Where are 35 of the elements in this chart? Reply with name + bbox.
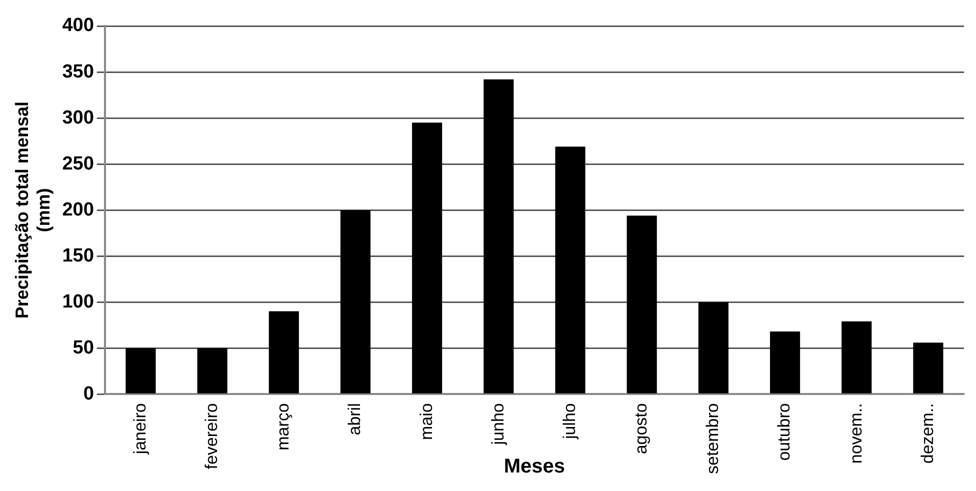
- y-tick-label: 100: [62, 291, 94, 312]
- bar: [555, 146, 586, 394]
- bar: [340, 210, 371, 394]
- bar: [770, 332, 800, 394]
- y-tick-label: 400: [62, 15, 94, 36]
- y-tick-label: 50: [72, 337, 94, 358]
- x-tick-label: novem..: [846, 403, 866, 464]
- y-axis-title: Precipitação total mensal (mm): [12, 102, 54, 319]
- y-tick-label: 200: [62, 199, 94, 220]
- bar: [412, 122, 442, 394]
- bar: [626, 216, 657, 394]
- x-tick-label: dezem..: [918, 403, 937, 464]
- x-tick-label: abril: [345, 403, 364, 436]
- x-tick-label: agosto: [632, 403, 651, 454]
- x-tick-label: outubro: [774, 403, 794, 461]
- x-tick-label: janeiro: [130, 403, 150, 456]
- bar: [842, 321, 872, 394]
- bar: [126, 348, 156, 394]
- x-tick-label: setembro: [703, 403, 722, 474]
- y-tick-label: 150: [62, 245, 94, 266]
- bar: [698, 302, 728, 394]
- bar: [268, 311, 299, 394]
- y-tick-label: 250: [62, 153, 94, 174]
- x-tick-label: junho: [488, 403, 508, 446]
- bar: [197, 348, 228, 394]
- y-tick-label: 350: [62, 61, 94, 82]
- x-tick-label: fevereiro: [202, 403, 221, 470]
- x-axis-title: Meses: [504, 456, 566, 478]
- y-tick-label: 300: [62, 107, 94, 128]
- x-tick-label: maio: [416, 403, 436, 440]
- y-tick-label: 0: [83, 383, 94, 404]
- bar: [913, 342, 944, 394]
- x-tick-label: março: [274, 403, 293, 450]
- x-tick-label: julho: [560, 403, 579, 440]
- bar: [484, 79, 514, 394]
